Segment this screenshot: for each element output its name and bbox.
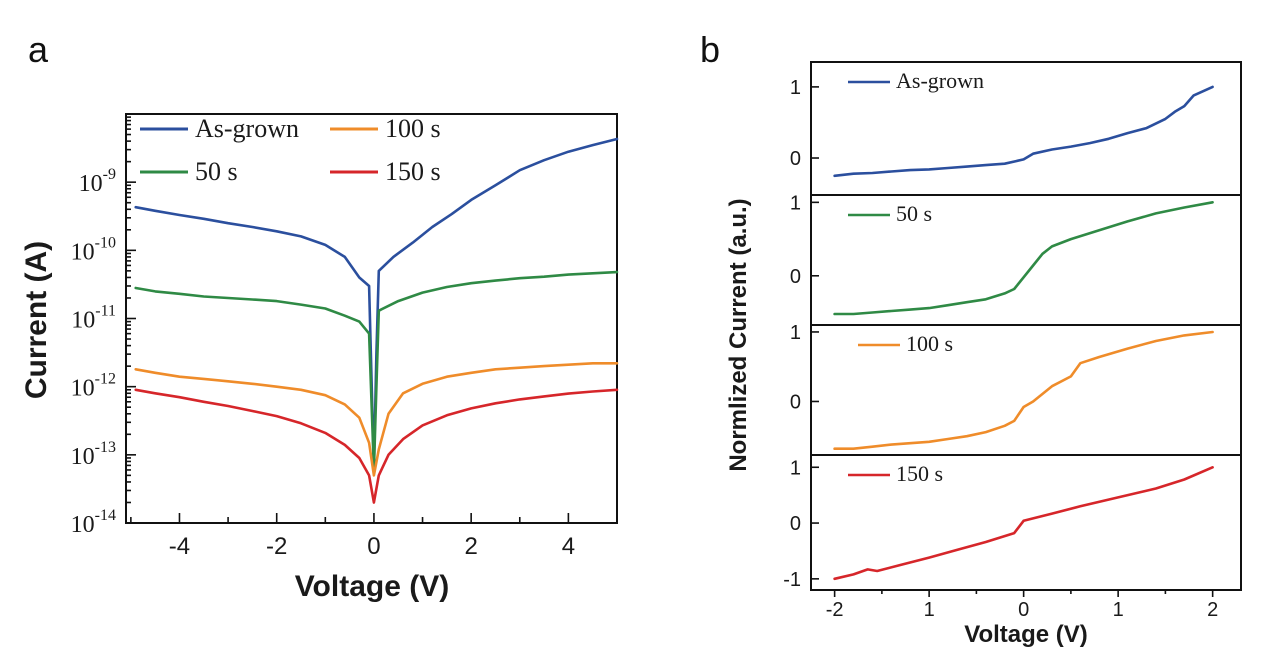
panel-b-x-tick-label: 1 — [1113, 599, 1124, 621]
panel-b-legend-label: As-grown — [896, 68, 984, 93]
panel-b-y-tick-label: 0 — [790, 266, 801, 288]
panel-a-label: a — [28, 29, 49, 70]
panel-b-series-line — [833, 466, 1214, 581]
panel-a-series-line — [134, 388, 619, 504]
panel-b-subplot: 1 0 100 s — [790, 322, 1242, 456]
panel-a-x-tick-label: 4 — [562, 533, 575, 560]
panel-a-legend-label: 50 s — [195, 157, 238, 186]
panel-a-series-line — [134, 270, 619, 472]
panel-a-y-tick-label: 10-13 — [71, 439, 116, 470]
panel-b-x-axis-title: Voltage (V) — [964, 621, 1088, 648]
panel-b-y-tick-label: 0 — [790, 391, 801, 413]
panel-b-y-tick-label: 1 — [790, 322, 801, 344]
panel-a-x-tick-label: 0 — [367, 533, 380, 560]
panel-b-y-tick-label: 0 — [790, 148, 801, 170]
panel-b-x-tick-label: 1 — [924, 599, 935, 621]
panel-a-y-tick-label: 10-11 — [71, 303, 116, 334]
panel-b-subplots: 1 0 As-grown 1 0 50 s 1 0 100 s 1 0 -1 150 s — [783, 61, 1242, 591]
panel-b-subplot: 1 0 -1 150 s — [783, 454, 1242, 591]
panel-a-x-tick-label: 2 — [464, 533, 477, 560]
panel-b-legend-label: 100 s — [906, 331, 953, 356]
panel-a-legend-label: 100 s — [385, 114, 441, 143]
panel-b-y-axis-title: Normlized Current (a.u.) — [725, 198, 752, 471]
panel-b-series-line — [833, 85, 1214, 178]
panel-b-legend-label: 150 s — [896, 461, 943, 486]
panel-a-y-tick-label: 10-9 — [79, 166, 116, 197]
panel-b-x-axis: -2 1 0 1 2 — [826, 590, 1218, 621]
panel-a-y-axis: 10-9 10-10 10-11 10-12 10-13 10-14 — [71, 116, 136, 538]
panel-a-chart: 10-9 10-10 10-11 10-12 10-13 10-14 -4 -2 0 2 4 As… — [20, 113, 619, 603]
panel-b-x-tick-label: -2 — [826, 599, 844, 621]
panel-b-series-line — [833, 330, 1214, 450]
panel-b-x-tick-label: 0 — [1018, 599, 1029, 621]
panel-b-subplot: 1 0 As-grown — [790, 61, 1242, 196]
panel-a-x-axis-title: Voltage (V) — [295, 570, 449, 603]
panel-a-x-tick-label: -2 — [266, 533, 287, 560]
panel-a-y-tick-label: 10-10 — [71, 234, 116, 265]
panel-a-legend-label: 150 s — [385, 157, 441, 186]
panel-a-x-axis: -4 -2 0 2 4 — [130, 513, 618, 560]
panel-b-x-tick-label: 2 — [1207, 599, 1218, 621]
panel-a-legend: As-grown 50 s 100 s 150 s — [140, 114, 441, 186]
panel-b-subplot: 1 0 50 s — [790, 192, 1242, 326]
panel-a-legend-label: As-grown — [195, 114, 299, 143]
panel-b-y-tick-label: -1 — [783, 569, 801, 591]
panel-a-y-tick-label: 10-12 — [71, 371, 116, 402]
panel-b-y-tick-label: 1 — [790, 77, 801, 99]
panel-b-y-tick-label: 1 — [790, 457, 801, 479]
panel-b-series-line — [833, 201, 1214, 316]
panel-a-x-tick-label: -4 — [169, 533, 190, 560]
panel-b-y-tick-label: 1 — [790, 192, 801, 214]
panel-a-series-group — [134, 137, 619, 504]
panel-a-series-line — [134, 362, 619, 477]
panel-a-y-tick-label: 10-14 — [71, 507, 116, 538]
panel-a-y-axis-title: Current (A) — [20, 241, 53, 399]
panel-b-legend-label: 50 s — [896, 201, 932, 226]
panel-b-label: b — [700, 29, 720, 70]
panel-b-y-tick-label: 0 — [790, 513, 801, 535]
